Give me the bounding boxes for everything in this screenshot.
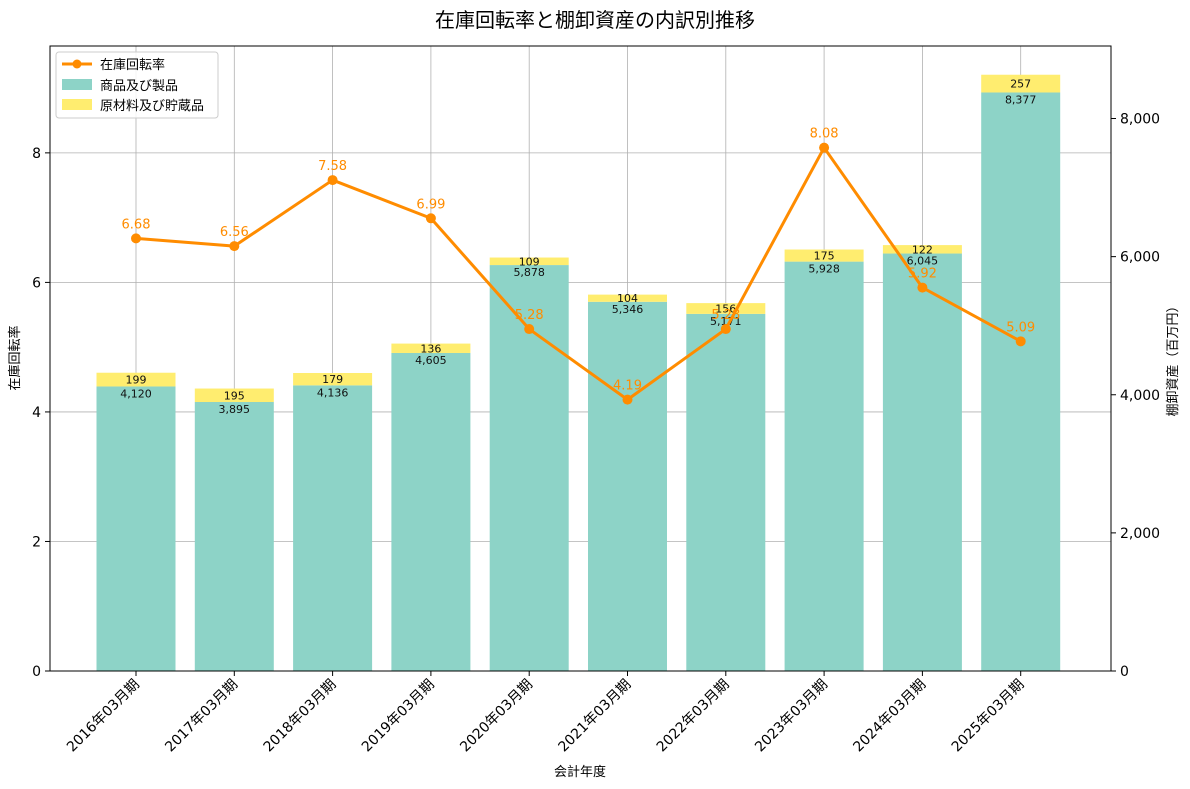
x-tick-label-1: 2017年03月期 [162, 677, 241, 756]
bar-label-products-2: 4,136 [317, 386, 349, 399]
bar-label-materials-1: 195 [224, 389, 245, 402]
turnover-label-3: 6.99 [416, 197, 445, 212]
turnover-label-7: 8.08 [810, 127, 839, 142]
x-axis-label: 会計年度 [554, 764, 606, 780]
bar-products-1 [194, 402, 274, 671]
bar-products-0 [96, 386, 176, 671]
y-left-tick-label-3: 6 [32, 275, 41, 291]
turnover-label-9: 5.09 [1006, 320, 1035, 335]
x-tick-label-4: 2020年03月期 [457, 677, 536, 756]
bar-label-materials-5: 104 [617, 292, 638, 305]
y-left-tick-label-1: 2 [32, 534, 41, 550]
bar-products-2 [293, 385, 373, 671]
turnover-point-3 [425, 213, 436, 224]
legend-label-turnover: 在庫回転率 [100, 57, 165, 73]
turnover-point-7 [819, 142, 830, 153]
chart-title: 在庫回転率と棚卸資産の内訳別推移 [435, 8, 755, 32]
line-layer: 6.68 6.56 7.58 6.99 5.28 4.19 5.28 8.08 5.92 5.09 [122, 127, 1035, 405]
legend: 在庫回転率 商品及び製品 原材料及び貯蔵品 [55, 51, 219, 119]
x-tick-label-0: 2016年03月期 [64, 677, 143, 756]
x-tick-label-9: 2025年03月期 [949, 677, 1028, 756]
bar-label-materials-7: 175 [814, 250, 835, 263]
bar-label-materials-6: 156 [715, 303, 736, 316]
bar-label-products-0: 4,120 [120, 387, 152, 400]
x-tick-label-8: 2024年03月期 [850, 677, 929, 756]
y-right-tick-label-0: 0 [1120, 664, 1129, 680]
bar-products-5 [588, 301, 667, 671]
bar-label-materials-4: 109 [519, 255, 540, 268]
legend-swatch-materials [62, 99, 92, 110]
turnover-line [135, 146, 1022, 402]
bar-materials-3 [391, 343, 471, 353]
bar-materials-1 [194, 388, 274, 403]
x-tick-label-7: 2023年03月期 [752, 677, 831, 756]
x-tick-label-6: 2022年03月期 [654, 677, 733, 756]
legend-box [55, 51, 219, 119]
bar-label-products-7: 5,928 [808, 263, 840, 276]
y-left-tick-label-2: 4 [32, 405, 41, 421]
bar-products-9 [981, 92, 1061, 671]
y-left-tick-label-0: 0 [32, 664, 41, 680]
bar-products-7 [784, 261, 864, 671]
x-tick-label-3: 2019年03月期 [359, 677, 438, 756]
bar-products-8 [882, 253, 962, 671]
bar-materials-9 [981, 74, 1061, 93]
bar-materials-2 [293, 373, 373, 386]
bar-materials-7 [784, 249, 864, 262]
turnover-label-0: 6.68 [122, 217, 151, 232]
bar-materials-8 [882, 245, 962, 254]
y-right-tick-label-2: 4,000 [1120, 388, 1160, 404]
legend-label-products: 商品及び製品 [100, 79, 178, 94]
legend-swatch-products [62, 79, 92, 90]
bar-products-3 [391, 352, 471, 671]
bar-materials-4 [489, 257, 569, 266]
turnover-point-9 [1015, 336, 1026, 347]
turnover-label-8: 5.92 [908, 267, 937, 282]
turnover-point-2 [327, 175, 338, 186]
y-left-tick-label-4: 8 [32, 146, 41, 162]
turnover-point-1 [229, 241, 240, 252]
turnover-label-5: 4.19 [613, 379, 642, 394]
x-tick-label-5: 2021年03月期 [556, 677, 635, 756]
turnover-label-1: 6.56 [220, 225, 249, 240]
y-right-tick-label-1: 2,000 [1120, 526, 1160, 542]
turnover-label-2: 7.58 [318, 159, 347, 174]
bar-label-materials-2: 179 [322, 373, 343, 386]
turnover-point-8 [917, 282, 928, 293]
legend-label-materials: 原材料及び貯蔵品 [100, 99, 204, 114]
plot-frame [49, 45, 1112, 672]
x-tick-label-2: 2018年03月期 [261, 677, 340, 756]
bar-label-products-6: 5,171 [710, 315, 742, 328]
turnover-point-6 [720, 324, 731, 335]
y-axis-left-label: 在庫回転率 [7, 325, 23, 390]
bar-label-products-5: 5,346 [612, 303, 644, 316]
bar-label-products-1: 3,895 [219, 403, 251, 416]
turnover-point-0 [131, 233, 141, 244]
turnover-point-5 [622, 394, 633, 405]
y-axis-right-label: 棚卸資産（百万円） [1165, 299, 1181, 416]
legend-marker-turnover [72, 59, 82, 69]
bar-label-products-8: 6,045 [907, 255, 939, 268]
bar-label-materials-0: 199 [126, 374, 147, 387]
bar-materials-5 [588, 294, 667, 302]
bar-label-products-4: 5,878 [513, 266, 545, 279]
bar-materials-0 [96, 372, 176, 387]
bar-products-6 [686, 313, 766, 671]
turnover-label-6: 5.28 [711, 308, 740, 323]
y-right-tick-label-4: 8,000 [1120, 112, 1160, 128]
bar-label-materials-8: 122 [912, 243, 933, 256]
turnover-point-4 [524, 324, 535, 335]
bar-label-materials-3: 136 [420, 342, 441, 355]
bar-label-materials-9: 257 [1010, 78, 1031, 91]
bar-materials-6 [686, 303, 766, 314]
bar-label-products-9: 8,377 [1005, 93, 1037, 106]
y-right-tick-label-3: 6,000 [1120, 250, 1160, 266]
turnover-label-4: 5.28 [515, 308, 544, 323]
bar-label-products-3: 4,605 [415, 354, 447, 367]
